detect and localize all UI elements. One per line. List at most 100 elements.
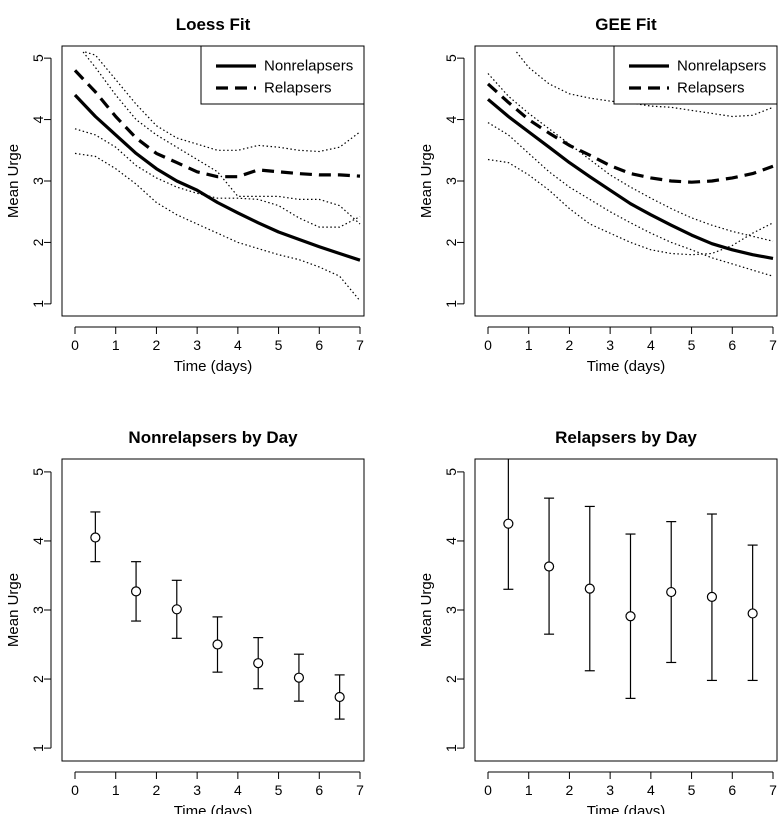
y-tick-label: 4 <box>30 537 46 545</box>
data-point <box>130 586 142 597</box>
x-tick-label: 4 <box>647 337 655 353</box>
y-tick-label: 2 <box>443 675 459 683</box>
y-tick-label: 4 <box>30 115 46 123</box>
confidence-band-line <box>85 51 361 153</box>
data-point <box>253 658 264 669</box>
legend-label: Relapsers <box>677 80 745 97</box>
x-tick-label: 1 <box>525 782 533 798</box>
x-tick-label: 2 <box>566 782 574 798</box>
chart-title: Nonrelapsers by Day <box>128 428 298 447</box>
panel-2: GEE Fit Time (days) Mean Urge 0 1 2 3 4 5 6 7 1 2 3 4 5… <box>418 15 778 375</box>
x-tick-label: 5 <box>275 337 283 353</box>
legend-box <box>200 46 364 105</box>
legend-label: Nonrelapsers <box>264 58 353 75</box>
x-tick-label: 0 <box>484 337 492 353</box>
x-tick-label: 7 <box>769 337 777 353</box>
y-axis-label: Mean Urge <box>5 573 22 647</box>
x-tick-label: 7 <box>356 337 364 353</box>
x-tick-label: 3 <box>193 337 201 353</box>
x-tick-label: 4 <box>234 782 242 798</box>
legend-label: Relapsers <box>264 80 332 97</box>
y-tick-label: 3 <box>443 606 459 614</box>
y-axis-label: Mean Urge <box>418 144 435 218</box>
x-tick-label: 0 <box>484 782 492 798</box>
y-tick-label: 3 <box>443 177 459 185</box>
chart-title: Relapsers by Day <box>555 428 697 447</box>
plot-area <box>73 51 361 302</box>
x-tick-label: 4 <box>234 337 242 353</box>
x-tick-label: 0 <box>71 337 79 353</box>
x-axis-label: Time (days) <box>587 358 666 375</box>
x-tick-label: 2 <box>566 337 574 353</box>
x-tick-label: 6 <box>728 782 736 798</box>
data-point <box>543 561 555 572</box>
plot-area <box>486 51 774 277</box>
x-tick-label: 1 <box>112 782 120 798</box>
x-tick-label: 2 <box>153 782 161 798</box>
y-tick-label: 5 <box>30 468 46 476</box>
x-tick-label: 5 <box>688 782 696 798</box>
confidence-band-line <box>82 51 361 225</box>
panel-1: Loess Fit Time (days) Mean Urge 0 1 2 3 4 5 6 7 1 2 3… <box>5 15 365 375</box>
series-line-relapsers <box>486 82 774 184</box>
x-tick-label: 2 <box>153 337 161 353</box>
legend: Nonrelapsers Relapsers <box>613 46 777 105</box>
x-axis-label: Time (days) <box>174 358 253 375</box>
data-point <box>666 586 677 598</box>
plot-frame <box>474 458 778 762</box>
panel-3: Nonrelapsers by Day Time (days) Mean Urge 0… <box>5 428 365 814</box>
x-tick-label: 3 <box>606 782 614 798</box>
x-tick-label: 3 <box>606 337 614 353</box>
legend: Nonrelapsers Relapsers <box>200 46 364 105</box>
x-tick-label: 6 <box>728 337 736 353</box>
legend-box <box>613 46 777 105</box>
legend-label: Nonrelapsers <box>677 58 766 75</box>
confidence-band-line <box>74 152 361 302</box>
y-axis-label: Mean Urge <box>5 144 22 218</box>
x-axis-label: Time (days) <box>587 803 666 814</box>
x-tick-label: 4 <box>647 782 655 798</box>
data-point <box>503 518 514 529</box>
y-tick-label: 1 <box>30 300 46 308</box>
data-point <box>293 672 305 683</box>
plot-frame <box>61 45 365 317</box>
x-tick-label: 0 <box>71 782 79 798</box>
x-tick-label: 7 <box>769 782 777 798</box>
panel-4: Relapsers by Day Time (days) Mean Urge 0 1 2 3… <box>418 428 778 814</box>
data-point <box>171 604 182 615</box>
x-tick-label: 5 <box>275 782 283 798</box>
plot-area <box>503 459 758 699</box>
y-tick-label: 5 <box>443 468 459 476</box>
confidence-band-line <box>74 128 361 228</box>
x-tick-label: 6 <box>315 782 323 798</box>
x-tick-label: 1 <box>112 337 120 353</box>
y-tick-label: 1 <box>443 300 459 308</box>
x-axis-label: Time (days) <box>174 803 253 814</box>
data-point <box>334 691 345 703</box>
plot-area <box>90 511 345 720</box>
y-tick-label: 5 <box>443 54 459 62</box>
x-tick-label: 1 <box>525 337 533 353</box>
confidence-band-line <box>516 51 774 118</box>
x-tick-label: 5 <box>688 337 696 353</box>
series-line-relapsers <box>73 69 361 179</box>
y-tick-label: 1 <box>30 744 46 752</box>
y-tick-label: 4 <box>443 537 459 545</box>
x-tick-label: 6 <box>315 337 323 353</box>
series-line-nonrelapsers <box>73 93 361 262</box>
y-tick-label: 2 <box>30 675 46 683</box>
plot-frame <box>61 458 365 762</box>
y-tick-label: 3 <box>30 606 46 614</box>
x-tick-label: 7 <box>356 782 364 798</box>
data-point <box>625 611 636 622</box>
data-point <box>90 532 101 543</box>
y-tick-label: 5 <box>30 54 46 62</box>
y-tick-label: 3 <box>30 177 46 185</box>
chart-title: Loess Fit <box>176 15 251 34</box>
chart-title: GEE Fit <box>595 15 657 34</box>
x-tick-label: 3 <box>193 782 201 798</box>
data-point <box>212 639 223 650</box>
data-point <box>706 591 718 602</box>
data-point <box>747 608 758 619</box>
